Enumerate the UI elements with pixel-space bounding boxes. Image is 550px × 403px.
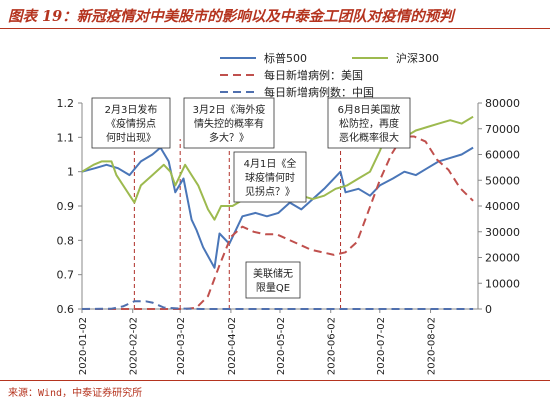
annotation-box-ann5 <box>245 261 301 299</box>
x-tick-label: 2020-05-02 <box>276 317 287 375</box>
annotation-text-ann4: 恶化概率很大 <box>339 131 399 144</box>
annotation-text-ann3: 球疫情何时 <box>245 171 295 184</box>
y-right-tick-label: 0 <box>485 303 492 316</box>
y-right-tick-label: 10000 <box>485 277 520 290</box>
annotation-text-ann1: 《疫情拐点 <box>106 117 156 130</box>
annotation-text-ann2: 3月2日《海外疫 <box>193 103 266 116</box>
annotation-text-ann3: 见拐点？》 <box>245 185 295 198</box>
title-bar <box>0 0 550 29</box>
y-right-tick-label: 30000 <box>485 226 520 239</box>
series-line-cn_cases <box>81 300 474 310</box>
annotation-text-ann5: 限量QE <box>256 282 290 294</box>
chart: 0.6 0.7 0.8 0.9 1 1.1 1.2 0 10000 20000 30000 40000… <box>57 51 521 375</box>
annotation-box-ann4 <box>327 97 411 149</box>
source-divider <box>0 380 550 382</box>
annotation-box-ann1 <box>91 97 171 149</box>
y-right-tick-label: 70000 <box>485 123 520 136</box>
annotation-box-ann3 <box>233 151 307 203</box>
series-line-us_cases <box>82 135 474 310</box>
annotation-text-ann4: 松防控，再度 <box>339 117 399 130</box>
x-tick-label: 2020-08-02 <box>427 317 438 375</box>
annotation-text-ann1: 2月3日发布 <box>105 103 158 116</box>
x-tick-label: 2020-01-02 <box>78 317 89 375</box>
y-right-tick-label: 80000 <box>485 97 520 110</box>
annotation-text-ann4: 6月8日美国放 <box>338 103 401 116</box>
y-right-tick-label: 60000 <box>485 149 520 162</box>
y-left-tick-label: 0.7 <box>57 269 75 282</box>
y-left-tick-label: 1.2 <box>57 97 75 110</box>
y-left-tick-label: 0.9 <box>57 200 75 213</box>
annotation-text-ann2: 情失控的概率有 <box>194 117 264 130</box>
y-right-tick-label: 40000 <box>485 200 520 213</box>
annotation-text-ann3: 4月1日《全 <box>244 157 297 170</box>
source-note: 来源：Wind，中泰证券研究所 <box>8 388 143 399</box>
legend-label-us_cases: 每日新增病例：美国 <box>264 68 363 82</box>
x-tick-label: 2020-07-02 <box>376 317 387 375</box>
x-tick-label: 2020-06-02 <box>327 317 338 375</box>
legend-label-hs300: 沪深300 <box>396 51 439 65</box>
legend-label-spx: 标普500 <box>264 51 307 65</box>
annotation-text-ann5: 美联储无 <box>253 267 293 280</box>
legend-label-cn_cases: 每日新增病例数：中国 <box>264 85 374 99</box>
chart-title: 图表 19：新冠疫情对中美股市的影响以及中泰金工团队对疫情的预判 <box>8 8 454 25</box>
annotation-box-ann2 <box>183 97 275 149</box>
x-tick-label: 2020-04-02 <box>227 317 238 375</box>
x-tick-label: 2020-03-02 <box>176 317 187 375</box>
y-left-tick-label: 0.6 <box>57 303 75 316</box>
annotation-text-ann1: 何时出现》 <box>106 131 156 144</box>
annotation-text-ann2: 多大？》 <box>209 131 249 144</box>
series-line-spx <box>81 146 474 269</box>
x-tick-label: 2020-02-02 <box>129 317 140 375</box>
y-left-tick-label: 1.1 <box>57 131 75 144</box>
y-right-tick-label: 20000 <box>485 252 520 265</box>
y-right-tick-label: 50000 <box>485 174 520 187</box>
y-left-tick-label: 0.8 <box>57 234 75 247</box>
y-left-tick-label: 1 <box>67 166 74 179</box>
